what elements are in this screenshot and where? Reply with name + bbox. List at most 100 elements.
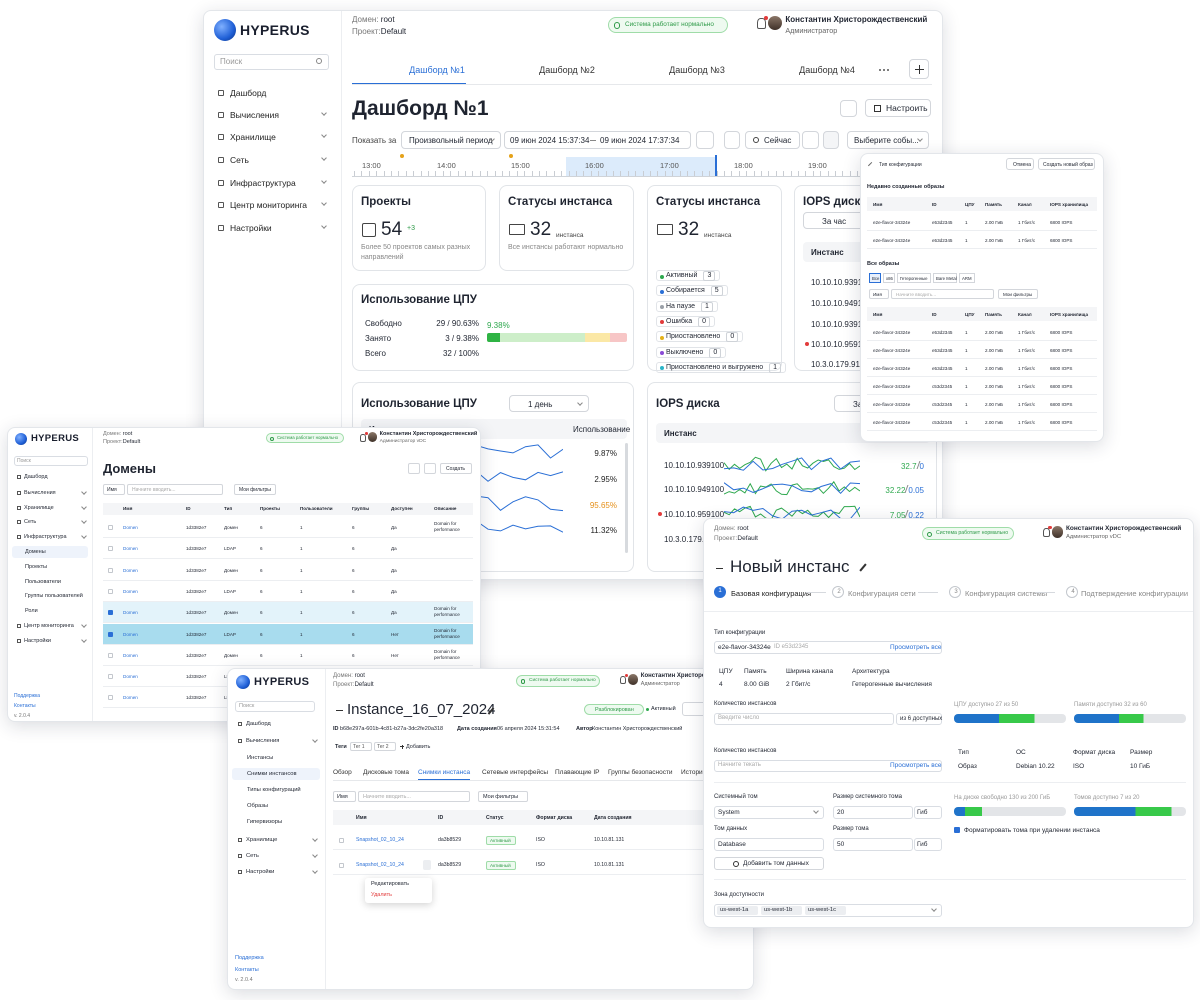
add-tab[interactable]	[909, 59, 929, 79]
menu-item[interactable]: Дашборд	[24, 474, 48, 480]
menu-item[interactable]: Инстансы	[247, 755, 274, 761]
cell[interactable]: Snapshot_02_10_24	[356, 837, 404, 843]
cell[interactable]: Domen	[123, 567, 138, 573]
menu-item[interactable]: Домены	[25, 549, 46, 555]
row-checkbox[interactable]	[108, 610, 113, 616]
back-arrow[interactable]	[336, 710, 343, 711]
input[interactable]	[833, 806, 913, 819]
row-menu[interactable]	[423, 835, 431, 845]
menu-item[interactable]: Гипервизоры	[247, 819, 283, 825]
menu-item[interactable]: Снимки инстансов	[247, 771, 297, 777]
menu-delete[interactable]: Удалить	[371, 892, 392, 898]
prev-button[interactable]	[724, 131, 740, 149]
table-row[interactable]	[103, 623, 473, 645]
row-checkbox[interactable]	[108, 567, 113, 573]
add-tag[interactable]: Добавить	[406, 744, 431, 750]
menu-item[interactable]: Инфраструктура	[230, 178, 296, 188]
input[interactable]	[235, 701, 315, 712]
back-arrow[interactable]	[716, 568, 723, 569]
menu-item[interactable]: Настройки	[246, 869, 275, 875]
field-select[interactable]: Имя	[103, 484, 125, 495]
cell[interactable]: Domen	[123, 610, 138, 616]
menu-item[interactable]: Вычисления	[24, 490, 56, 496]
create-button[interactable]: Создать новый образ	[1038, 158, 1095, 170]
menu-item[interactable]: Настройки	[24, 638, 51, 644]
menu-item[interactable]: Настройки	[230, 223, 272, 233]
filter-tab[interactable]: x86	[883, 273, 895, 283]
table-row[interactable]	[103, 602, 473, 624]
my-filters[interactable]: Мои фильтры	[234, 484, 276, 495]
input[interactable]	[214, 54, 329, 70]
checkbox[interactable]	[954, 827, 960, 833]
calendar-button[interactable]	[696, 131, 714, 149]
menu-item[interactable]: Хранилище	[246, 837, 278, 843]
tab[interactable]: Дисковые тома	[363, 769, 409, 776]
search-input[interactable]: Начните вводить...	[127, 484, 223, 495]
input[interactable]	[833, 838, 913, 851]
menu-item[interactable]: Хранилище	[24, 505, 54, 511]
support-link[interactable]: Поддержка	[235, 955, 264, 961]
view-all[interactable]: Просмотреть все	[890, 762, 942, 769]
input[interactable]	[714, 641, 942, 654]
filter-tab[interactable]: Bare Metal	[933, 273, 957, 283]
cell[interactable]: Domen	[123, 631, 138, 637]
menu-item[interactable]: Центр мониторинга	[230, 200, 308, 210]
create-button[interactable]: Создать	[440, 463, 472, 474]
row-checkbox[interactable]	[108, 652, 113, 658]
now-button[interactable]: Сейчас	[745, 131, 800, 149]
row-checkbox[interactable]	[108, 674, 113, 680]
my-filters[interactable]: Мои фильтры	[998, 289, 1038, 299]
cell[interactable]: Domen	[123, 546, 138, 552]
row-checkbox[interactable]	[108, 631, 113, 637]
menu-item[interactable]: Образы	[247, 803, 269, 809]
filter-tab[interactable]: Все	[869, 273, 881, 283]
cancel-button[interactable]: Отмена	[1006, 158, 1034, 170]
row-menu[interactable]	[423, 860, 431, 870]
cell[interactable]: Snapshot_02_10_24	[356, 862, 404, 868]
menu-item[interactable]: Сеть	[24, 519, 37, 525]
menu-item[interactable]: Дашборд	[246, 721, 271, 727]
table-row[interactable]	[103, 517, 473, 538]
cell[interactable]: Domen	[123, 674, 138, 680]
input[interactable]	[714, 838, 824, 851]
edit-icon[interactable]	[859, 563, 867, 572]
lock-button[interactable]	[802, 131, 819, 149]
next-button[interactable]	[823, 131, 839, 149]
row-checkbox[interactable]	[108, 546, 113, 552]
tab[interactable]: Сетевые интерфейсы	[482, 769, 549, 776]
menu-item[interactable]: Вычисления	[246, 738, 280, 744]
menu-edit[interactable]: Редактировать	[371, 881, 409, 887]
menu-item[interactable]: Сеть	[230, 155, 249, 165]
input[interactable]	[914, 838, 942, 851]
menu-item[interactable]: Хранилище	[230, 132, 276, 142]
download-button[interactable]	[424, 463, 436, 474]
configure-button[interactable]: Настроить	[865, 99, 931, 117]
view-button[interactable]	[408, 463, 420, 474]
row-checkbox[interactable]	[108, 695, 113, 701]
input[interactable]	[14, 456, 88, 466]
period-select[interactable]: Произвольный период	[401, 131, 501, 149]
tab[interactable]: Истори	[681, 769, 703, 776]
search-input[interactable]: Начните вводить...	[891, 289, 994, 299]
menu-item[interactable]: Инфраструктура	[24, 534, 67, 540]
tab[interactable]: Дашборд №2	[539, 65, 595, 75]
menu-item[interactable]: Проекты	[25, 564, 48, 570]
menu-item[interactable]: Дашборд	[230, 88, 267, 98]
tab[interactable]: Дашборд №1	[409, 65, 465, 75]
menu-item[interactable]: Типы конфигураций	[247, 787, 301, 793]
view-all[interactable]: Просмотреть все	[890, 644, 942, 651]
input[interactable]	[914, 806, 942, 819]
table-row[interactable]	[103, 580, 473, 602]
contacts-link[interactable]: Контакты	[235, 967, 259, 973]
input[interactable]	[714, 806, 824, 819]
tab[interactable]: Обзор	[333, 769, 352, 776]
row-checkbox[interactable]	[339, 838, 344, 843]
menu-item[interactable]: Центр мониторинга	[24, 623, 74, 629]
tab[interactable]: Дашборд №4	[799, 65, 855, 75]
filter-tab[interactable]: Гетерогенные	[897, 273, 931, 283]
events-select[interactable]: Выберите собы...	[847, 131, 929, 149]
row-checkbox[interactable]	[108, 525, 113, 530]
tab[interactable]: Снимки инстанса	[418, 769, 471, 776]
menu-item[interactable]: Роли	[25, 608, 38, 614]
cell[interactable]: Domen	[123, 588, 138, 594]
